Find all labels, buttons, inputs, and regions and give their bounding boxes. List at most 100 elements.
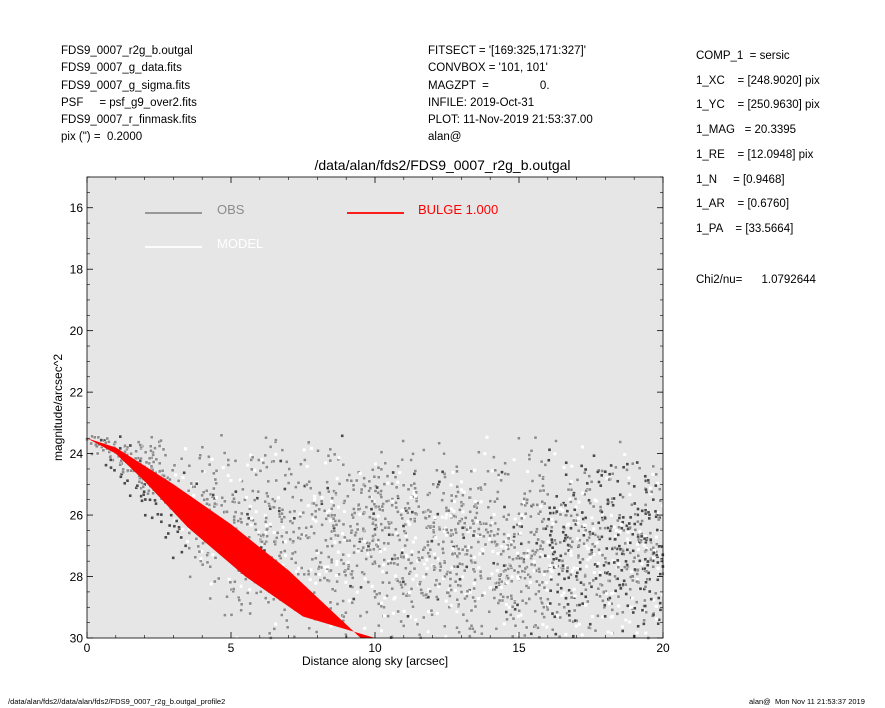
obs-point xyxy=(147,456,152,460)
obs-point xyxy=(377,475,381,479)
obs-point xyxy=(285,460,289,464)
obs-point xyxy=(441,540,446,544)
header-line: FDS9_0007_r2g_b.outgal xyxy=(61,45,193,57)
obs-point xyxy=(198,453,202,457)
obs-point xyxy=(602,563,606,568)
obs-point xyxy=(363,626,367,630)
obs-point xyxy=(629,570,633,574)
obs-point xyxy=(537,512,541,516)
obs-point xyxy=(490,572,494,576)
obs-point xyxy=(146,491,150,496)
obs-point xyxy=(413,486,417,490)
obs-point xyxy=(359,585,363,590)
obs-point xyxy=(432,521,436,525)
obs-point xyxy=(305,482,309,487)
obs-point xyxy=(329,536,333,541)
obs-point xyxy=(421,510,426,515)
obs-point xyxy=(481,549,485,553)
obs-point xyxy=(567,613,571,617)
obs-point xyxy=(401,524,406,528)
obs-point xyxy=(226,463,231,467)
obs-point xyxy=(581,557,585,561)
obs-point xyxy=(335,574,339,577)
obs-point xyxy=(643,508,648,512)
obs-point xyxy=(454,494,458,499)
obs-point xyxy=(306,536,310,540)
obs-point xyxy=(327,555,331,559)
obs-point xyxy=(478,574,483,578)
obs-point xyxy=(423,562,426,566)
obs-point xyxy=(371,511,376,516)
obs-point xyxy=(583,467,588,472)
obs-point xyxy=(231,500,235,504)
obs-point xyxy=(499,585,503,589)
obs-point xyxy=(599,483,603,488)
obs-point xyxy=(605,476,609,480)
obs-point xyxy=(568,536,573,540)
obs-point xyxy=(657,544,661,549)
obs-point xyxy=(389,561,393,565)
obs-point xyxy=(533,435,538,440)
obs-point xyxy=(631,559,636,564)
obs-point xyxy=(516,570,520,574)
obs-point xyxy=(564,473,568,477)
obs-point xyxy=(477,566,481,570)
obs-point xyxy=(574,624,578,628)
obs-point xyxy=(272,505,276,510)
obs-point xyxy=(550,540,554,544)
obs-point xyxy=(525,498,529,502)
obs-point xyxy=(511,557,515,561)
obs-point xyxy=(330,587,335,591)
obs-point xyxy=(109,458,113,462)
obs-point xyxy=(125,479,130,483)
obs-point xyxy=(161,447,166,452)
obs-point xyxy=(457,630,461,634)
legend-label: MODEL xyxy=(217,236,263,251)
obs-point xyxy=(593,498,597,502)
obs-point xyxy=(656,481,660,485)
obs-point xyxy=(591,531,595,536)
obs-point xyxy=(492,561,496,565)
obs-point xyxy=(422,448,426,452)
obs-point xyxy=(650,490,654,494)
obs-point xyxy=(505,595,510,599)
obs-point xyxy=(465,548,469,553)
obs-point xyxy=(554,556,559,561)
obs-point xyxy=(473,578,477,582)
obs-point xyxy=(333,540,337,544)
obs-point xyxy=(317,572,321,576)
obs-point xyxy=(560,559,565,563)
obs-point xyxy=(236,519,240,523)
obs-point xyxy=(529,530,533,535)
obs-point xyxy=(226,474,230,478)
obs-point xyxy=(241,487,245,492)
obs-point xyxy=(636,624,640,628)
obs-point xyxy=(644,487,648,492)
obs-point xyxy=(368,515,372,519)
obs-point xyxy=(414,499,419,503)
obs-point xyxy=(584,588,588,592)
obs-point xyxy=(134,449,138,453)
header-line: MAGZPT = 0. xyxy=(428,79,550,92)
obs-point xyxy=(535,541,539,545)
obs-point xyxy=(186,540,189,543)
obs-point xyxy=(351,515,355,520)
obs-point xyxy=(444,635,448,639)
obs-point xyxy=(432,530,436,534)
obs-point xyxy=(157,444,162,448)
obs-point xyxy=(383,547,387,551)
obs-point xyxy=(538,544,543,548)
obs-point xyxy=(113,440,117,444)
obs-point xyxy=(588,555,592,559)
obs-point xyxy=(352,511,357,515)
obs-point xyxy=(506,536,511,541)
obs-point xyxy=(541,540,545,545)
obs-point xyxy=(246,463,250,467)
obs-point xyxy=(372,475,377,479)
obs-point xyxy=(550,561,555,565)
obs-point xyxy=(337,505,340,509)
obs-point xyxy=(337,456,341,460)
obs-point xyxy=(658,572,662,576)
obs-point xyxy=(373,595,377,599)
obs-point xyxy=(324,517,328,521)
